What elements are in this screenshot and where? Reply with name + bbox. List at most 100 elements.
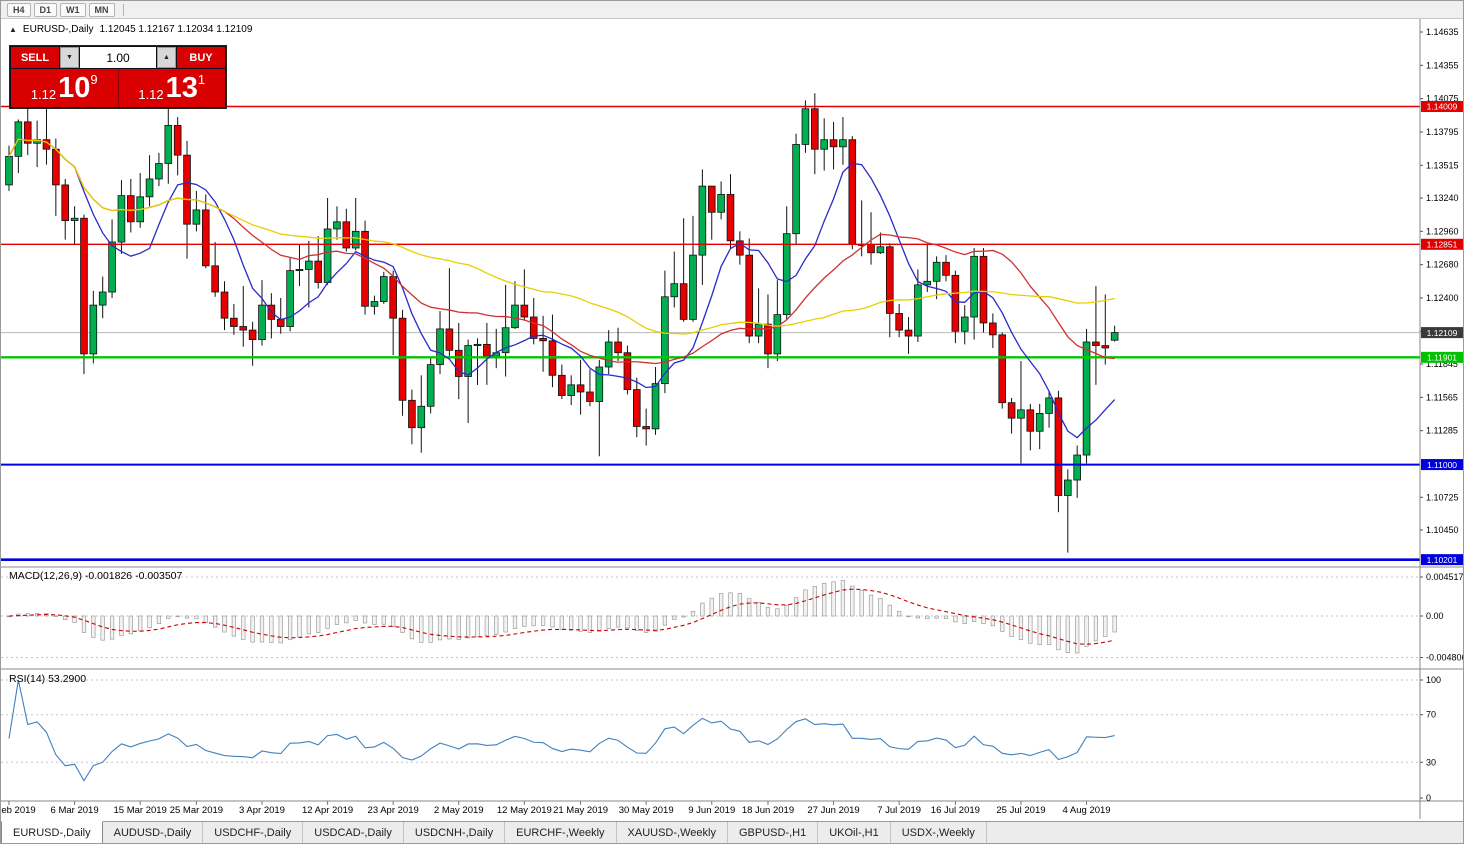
svg-text:21 May 2019: 21 May 2019 <box>553 805 608 816</box>
volume-input[interactable]: 1.00 <box>80 47 156 68</box>
svg-text:-0.004806: -0.004806 <box>1426 653 1464 663</box>
svg-text:1.10201: 1.10201 <box>1427 555 1458 565</box>
svg-text:25 Jul 2019: 25 Jul 2019 <box>996 805 1045 816</box>
svg-text:0.004517: 0.004517 <box>1426 572 1464 582</box>
toolbar-separator <box>122 3 124 16</box>
trade-panel-top-row: SELL ▼ 1.00 ▲ BUY <box>11 47 225 68</box>
timeframe-button-mn[interactable]: MN <box>88 2 115 17</box>
chart-tab-eurusd-daily[interactable]: EURUSD-,Daily <box>1 821 103 843</box>
volume-increase-button[interactable]: ▲ <box>157 47 176 68</box>
collapse-trade-panel-icon[interactable]: ▲ <box>9 25 17 34</box>
svg-text:70: 70 <box>1426 710 1436 720</box>
buy-price-point: 1 <box>197 72 206 87</box>
svg-text:1.12680: 1.12680 <box>1426 260 1459 270</box>
svg-text:2 May 2019: 2 May 2019 <box>434 805 484 816</box>
svg-text:1.10725: 1.10725 <box>1426 492 1459 502</box>
svg-text:100: 100 <box>1426 675 1441 685</box>
svg-text:30: 30 <box>1426 757 1436 767</box>
candles-layer <box>5 93 1119 553</box>
svg-text:1.12960: 1.12960 <box>1426 226 1459 236</box>
chart-tab-audusd-daily[interactable]: AUDUSD-,Daily <box>103 822 204 843</box>
buy-button[interactable]: BUY <box>177 47 225 68</box>
svg-text:3 Apr 2019: 3 Apr 2019 <box>239 805 285 816</box>
chart-symbol-label: EURUSD-,Daily <box>22 24 94 35</box>
sell-price-pips: 10 <box>58 72 91 104</box>
chart-tab-eurchf-weekly[interactable]: EURCHF-,Weekly <box>505 822 617 843</box>
svg-text:16 Jul 2019: 16 Jul 2019 <box>931 805 980 816</box>
rsi-indicator-label: RSI(14) 53.2900 <box>9 673 87 685</box>
svg-text:18 Jun 2019: 18 Jun 2019 <box>742 805 794 816</box>
svg-text:1.14355: 1.14355 <box>1426 60 1459 70</box>
svg-text:9 Jun 2019: 9 Jun 2019 <box>688 805 735 816</box>
svg-text:7 Jul 2019: 7 Jul 2019 <box>877 805 921 816</box>
svg-text:1.13795: 1.13795 <box>1426 127 1459 137</box>
indicator-axis-labels[interactable]: 0.004517 0.00 -0.004806 100 70 30 0 <box>1420 572 1464 803</box>
svg-text:6 Mar 2019: 6 Mar 2019 <box>51 805 99 816</box>
pane-separators <box>1 19 1463 819</box>
macd-gridlines <box>1 576 1420 658</box>
svg-text:1.14009: 1.14009 <box>1427 102 1458 112</box>
svg-text:1.14075: 1.14075 <box>1426 94 1459 104</box>
chart-tab-ukoil-h1[interactable]: UKOil-,H1 <box>818 822 891 843</box>
svg-text:1.10450: 1.10450 <box>1426 525 1459 535</box>
timeframe-button-w1[interactable]: W1 <box>60 2 86 17</box>
svg-text:1.11285: 1.11285 <box>1426 426 1458 436</box>
sell-price-point: 9 <box>90 72 98 87</box>
svg-text:1.12109: 1.12109 <box>1427 328 1458 338</box>
timeframe-button-d1[interactable]: D1 <box>33 2 58 17</box>
chart-ohlc-values: 1.12045 1.12167 1.12034 1.12109 <box>99 24 253 35</box>
sell-button[interactable]: SELL <box>11 47 59 68</box>
svg-text:1.12851: 1.12851 <box>1427 239 1458 249</box>
svg-text:1.13240: 1.13240 <box>1426 193 1459 203</box>
timeframe-toolbar: H4 D1 W1 MN <box>1 1 1463 19</box>
moving-averages-layer <box>8 138 1116 439</box>
svg-text:25 Feb 2019: 25 Feb 2019 <box>1 805 36 816</box>
svg-text:1.11565: 1.11565 <box>1426 392 1458 402</box>
svg-text:25 Mar 2019: 25 Mar 2019 <box>170 805 223 816</box>
svg-text:23 Apr 2019: 23 Apr 2019 <box>368 805 419 816</box>
rsi-line <box>8 679 1115 782</box>
svg-text:27 Jun 2019: 27 Jun 2019 <box>807 805 859 816</box>
rsi-gridlines <box>1 679 1420 763</box>
chart-tabs-bar: EURUSD-,Daily AUDUSD-,Daily USDCHF-,Daily U… <box>1 821 1463 843</box>
chart-tab-xauusd-weekly[interactable]: XAUUSD-,Weekly <box>617 822 728 843</box>
horizontal-levels <box>1 105 1420 561</box>
svg-text:1.13515: 1.13515 <box>1426 160 1459 170</box>
svg-text:1.12400: 1.12400 <box>1426 293 1459 303</box>
chart-tab-usdcnh-daily[interactable]: USDCNH-,Daily <box>404 822 506 843</box>
timeframe-button-h4[interactable]: H4 <box>7 2 31 17</box>
volume-decrease-button[interactable]: ▼ <box>60 47 79 68</box>
price-axis-tags: 1.14009 1.12851 1.12109 1.11901 1.11000 1.102… <box>1421 100 1463 566</box>
svg-text:4 Aug 2019: 4 Aug 2019 <box>1063 805 1111 816</box>
chart-tab-usdcad-daily[interactable]: USDCAD-,Daily <box>303 822 404 843</box>
svg-text:0.00: 0.00 <box>1426 611 1444 621</box>
svg-text:30 May 2019: 30 May 2019 <box>619 805 674 816</box>
one-click-trade-panel: SELL ▼ 1.00 ▲ BUY 1.12 10 9 1.12 13 1 <box>9 45 227 109</box>
macd-indicator-label: MACD(12,26,9) -0.001826 -0.003507 <box>9 570 183 582</box>
buy-price-pips: 13 <box>165 72 198 104</box>
buy-price-prefix: 1.12 <box>138 87 164 102</box>
buy-price-display[interactable]: 1.12 13 1 <box>117 69 225 107</box>
chart-ohlc-header: ▲ EURUSD-,Daily 1.12045 1.12167 1.12034 … <box>9 24 252 35</box>
price-chart[interactable]: 1.14635 1.14355 1.14075 1.13795 1.13515 1.132… <box>1 1 1464 821</box>
chevron-down-icon: ▼ <box>66 54 73 61</box>
trade-panel-price-row: 1.12 10 9 1.12 13 1 <box>11 69 225 107</box>
chart-tab-usdchf-daily[interactable]: USDCHF-,Daily <box>203 822 304 843</box>
sell-price-display[interactable]: 1.12 10 9 <box>11 69 118 107</box>
svg-text:15 Mar 2019: 15 Mar 2019 <box>114 805 167 816</box>
svg-text:1.11845: 1.11845 <box>1426 359 1458 369</box>
chart-tab-usdx-weekly[interactable]: USDX-,Weekly <box>891 822 987 843</box>
svg-text:1.11901: 1.11901 <box>1427 353 1457 363</box>
macd-histogram-layer <box>6 580 1117 654</box>
price-axis-labels[interactable]: 1.14635 1.14355 1.14075 1.13795 1.13515 1.132… <box>1420 27 1459 535</box>
svg-text:0: 0 <box>1426 793 1431 803</box>
chart-tab-gbpusd-h1[interactable]: GBPUSD-,H1 <box>728 822 819 843</box>
svg-text:1.11000: 1.11000 <box>1427 460 1457 470</box>
svg-text:1.14635: 1.14635 <box>1426 27 1459 37</box>
svg-text:12 May 2019: 12 May 2019 <box>497 805 552 816</box>
svg-text:12 Apr 2019: 12 Apr 2019 <box>302 805 353 816</box>
sell-price-prefix: 1.12 <box>30 87 57 102</box>
chevron-up-icon: ▲ <box>163 54 170 61</box>
